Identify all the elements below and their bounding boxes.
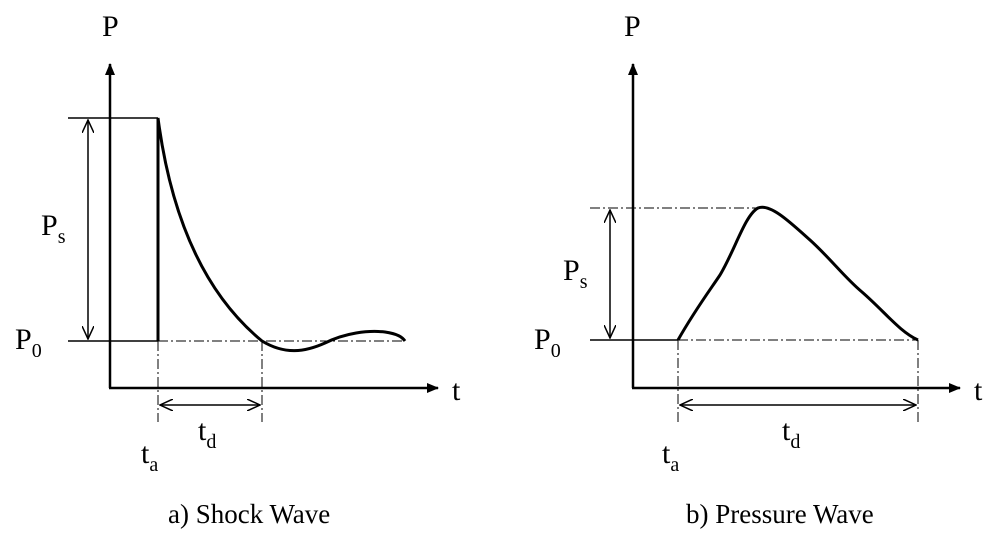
caption-shock-wave: a) Shock Wave [168,499,330,529]
peak-pressure-label: Ps [41,209,66,248]
x-axis-label: t [452,374,461,407]
caption-pressure-wave: b) Pressure Wave [686,499,874,529]
duration-label: td [782,414,800,453]
arrival-time-label: ta [662,437,679,476]
shock-wave-curve [156,117,407,353]
panel-shock-wave: P t Ps P0 ta td a) Shock Wave [15,10,461,529]
baseline-pressure-label: P0 [15,323,42,362]
y-axis-label: P [102,10,119,43]
panel-pressure-wave: P t Ps P0 ta td b) Pressure Wave [534,10,983,529]
arrival-time-label: ta [141,437,158,476]
peak-pressure-label: Ps [563,254,588,293]
y-axis-label: P [624,10,641,43]
baseline-pressure-label: P0 [534,323,561,362]
pressure-wave-curve [676,205,919,342]
duration-label: td [198,414,216,453]
x-axis-label: t [974,374,983,407]
